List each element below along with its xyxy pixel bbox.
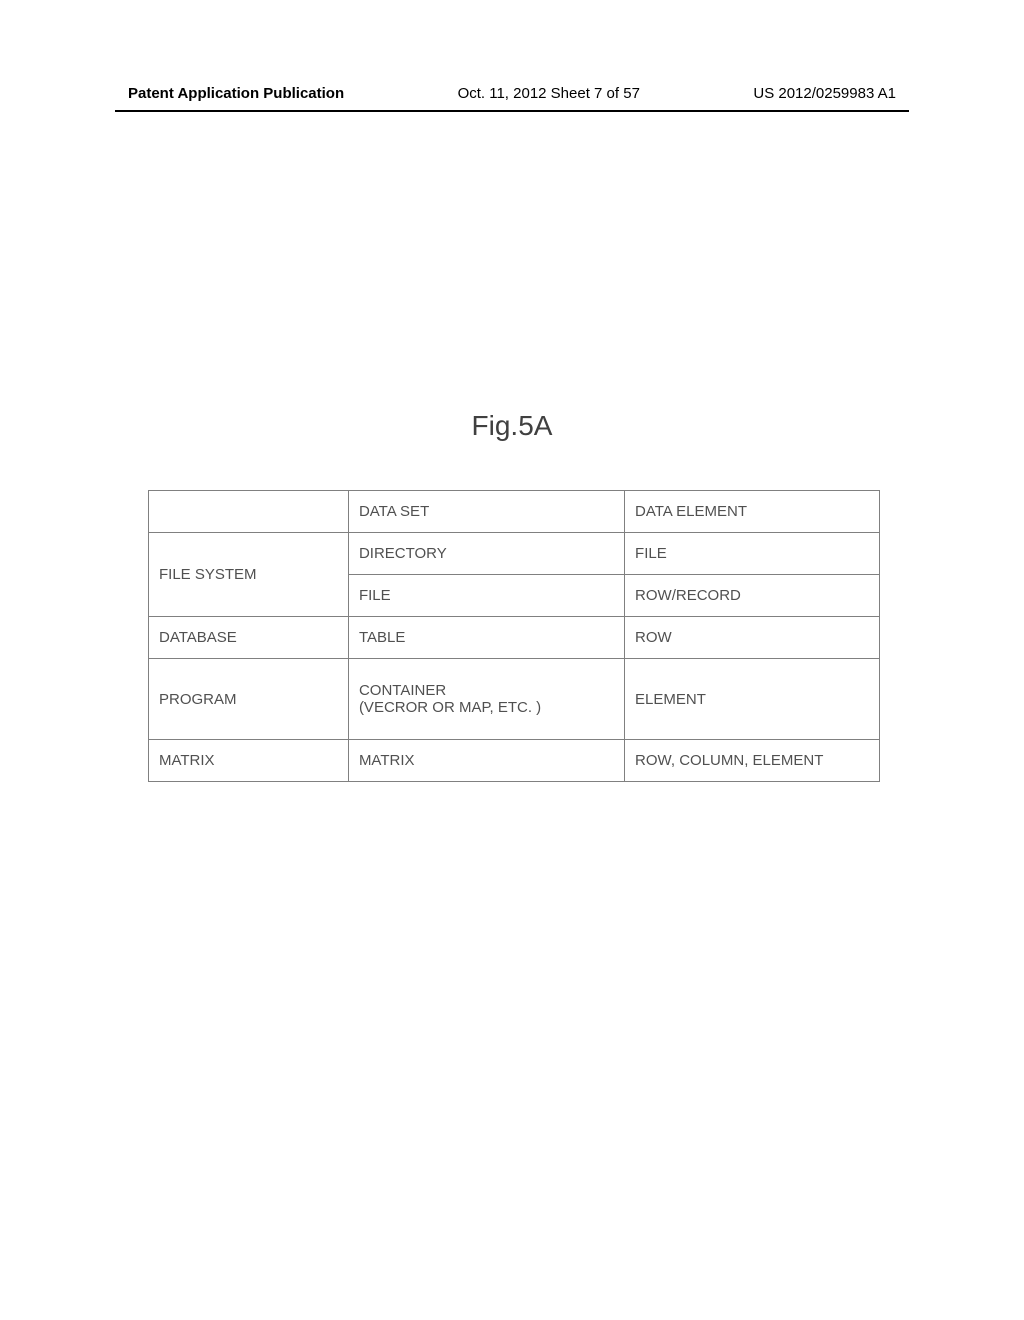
cell-database: DATABASE	[149, 617, 349, 659]
page-header: Patent Application Publication Oct. 11, …	[128, 85, 896, 102]
header-date-sheet: Oct. 11, 2012 Sheet 7 of 57	[458, 85, 640, 102]
header-data-element: DATA ELEMENT	[625, 491, 880, 533]
header-divider	[115, 110, 909, 112]
cell-file-system: FILE SYSTEM	[149, 533, 349, 617]
container-line2: (VECROR OR MAP, ETC. )	[359, 699, 541, 716]
table-row: MATRIX MATRIX ROW, COLUMN, ELEMENT	[149, 740, 880, 782]
header-publication: Patent Application Publication	[128, 85, 344, 102]
table-row: DATABASE TABLE ROW	[149, 617, 880, 659]
cell-row-col-elem: ROW, COLUMN, ELEMENT	[625, 740, 880, 782]
cell-matrix-label: MATRIX	[149, 740, 349, 782]
header-data-set: DATA SET	[348, 491, 624, 533]
cell-file-2: FILE	[348, 575, 624, 617]
cell-row: ROW	[625, 617, 880, 659]
data-structure-table: DATA SET DATA ELEMENT FILE SYSTEM DIRECT…	[148, 490, 880, 782]
header-patent-number: US 2012/0259983 A1	[753, 85, 896, 102]
cell-directory: DIRECTORY	[348, 533, 624, 575]
cell-element: ELEMENT	[625, 659, 880, 740]
cell-row-record: ROW/RECORD	[625, 575, 880, 617]
container-line1: CONTAINER	[359, 682, 446, 699]
cell-container: CONTAINER (VECROR OR MAP, ETC. )	[348, 659, 624, 740]
cell-program: PROGRAM	[149, 659, 349, 740]
table-header-row: DATA SET DATA ELEMENT	[149, 491, 880, 533]
table-row: PROGRAM CONTAINER (VECROR OR MAP, ETC. )…	[149, 659, 880, 740]
figure-title: Fig.5A	[0, 410, 1024, 442]
header-empty-cell	[149, 491, 349, 533]
table-row: FILE SYSTEM DIRECTORY FILE	[149, 533, 880, 575]
cell-file: FILE	[625, 533, 880, 575]
cell-table: TABLE	[348, 617, 624, 659]
cell-matrix: MATRIX	[348, 740, 624, 782]
